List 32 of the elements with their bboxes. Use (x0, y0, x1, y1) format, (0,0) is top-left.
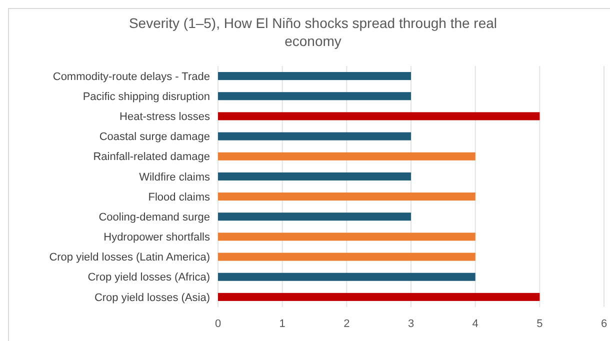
x-tick-label: 4 (472, 318, 478, 330)
bar (218, 252, 476, 261)
y-tick-label: Wildfire claims (139, 171, 210, 184)
y-tick-label: Cooling-demand surge (98, 211, 210, 224)
y-tick-label: Rainfall-related damage (93, 151, 210, 164)
bar (218, 92, 411, 100)
x-tick-label: 6 (600, 318, 608, 330)
y-tick-label: Pacific shipping disruption (82, 90, 210, 103)
x-tick-label: 0 (214, 318, 222, 330)
bar (218, 152, 476, 160)
bar (218, 112, 540, 120)
bar (218, 72, 411, 80)
bar (218, 232, 476, 241)
y-tick-label: Commodity-route delays - Trade (52, 70, 210, 83)
chart-title: Severity (1–5), How El Niño shocks spread through the real economy (128, 15, 498, 49)
bar (218, 132, 411, 140)
x-tick-label: 3 (408, 318, 414, 330)
bar (218, 172, 411, 180)
y-tick-label: Crop yield losses (Africa) (88, 272, 210, 284)
bar (218, 272, 476, 281)
bar (218, 292, 540, 301)
x-tick-label: 2 (344, 318, 350, 330)
y-tick-label: Crop yield losses (Latin America) (49, 252, 210, 264)
x-tick-label: 1 (279, 318, 286, 330)
y-tick-label: Coastal surge damage (99, 131, 210, 144)
y-tick-label: Hydropower shortfalls (104, 232, 210, 244)
bar (218, 212, 411, 221)
x-tick-label: 5 (536, 318, 543, 330)
y-tick-label: Crop yield losses (Asia) (94, 292, 210, 304)
y-tick-label: Heat-stress losses (120, 111, 210, 124)
bar (218, 192, 476, 201)
y-tick-label: Flood claims (148, 191, 210, 204)
